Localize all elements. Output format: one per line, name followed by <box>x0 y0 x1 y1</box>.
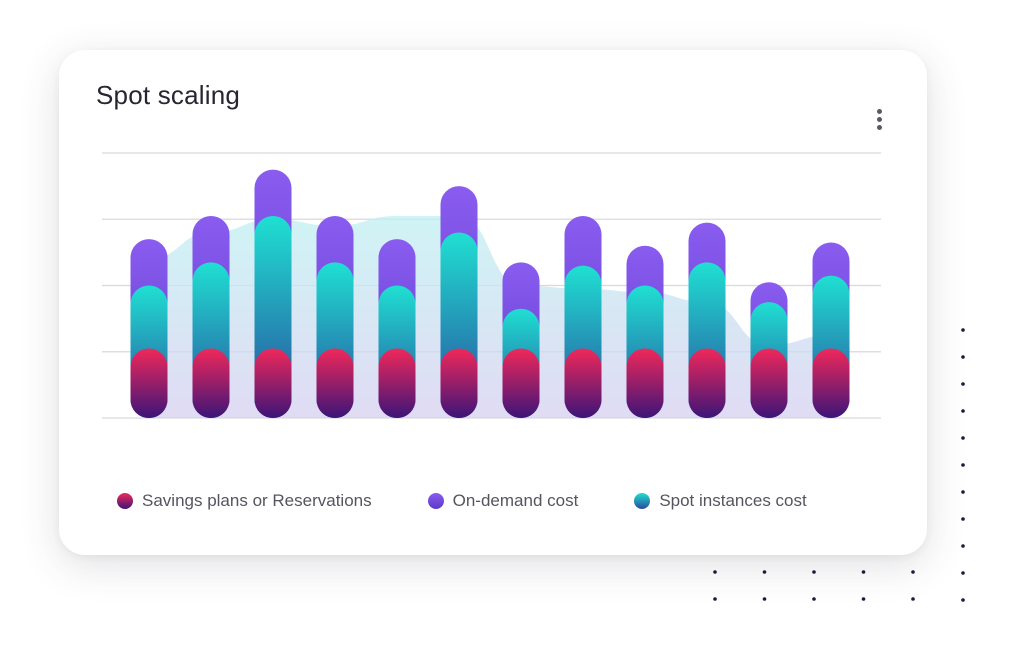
bar-savings <box>688 348 726 418</box>
bar-group <box>254 169 292 418</box>
card-title: Spot scaling <box>96 80 241 110</box>
bar-group <box>688 222 726 418</box>
bar-savings <box>316 348 354 418</box>
bar-savings <box>502 348 540 418</box>
bar-group <box>130 239 168 418</box>
bar-savings <box>130 348 168 418</box>
decorative-dot <box>961 382 965 386</box>
bar-savings <box>812 348 850 418</box>
decorative-dot <box>911 597 915 601</box>
bar-group <box>750 282 788 418</box>
decorative-dot <box>861 570 866 574</box>
bar-group <box>812 242 850 418</box>
legend-label-savings: Savings plans or Reservations <box>142 491 372 510</box>
decorative-dot <box>812 570 816 574</box>
decorative-dot <box>961 517 965 521</box>
decorative-dot <box>961 571 965 575</box>
bar-savings <box>254 348 292 418</box>
bar-group <box>626 245 664 418</box>
decorative-dot <box>911 570 915 574</box>
decorative-dot <box>861 597 866 601</box>
bar-savings <box>564 348 602 418</box>
legend-label-spot: Spot instances cost <box>659 491 807 510</box>
decorative-dot <box>961 436 965 440</box>
legend-label-ondemand: On-demand cost <box>452 491 579 510</box>
decorative-dot <box>961 463 965 467</box>
decorative-dot <box>961 544 965 548</box>
bar-group <box>564 215 602 418</box>
bar-savings <box>750 348 788 418</box>
bar-savings <box>192 348 230 418</box>
bar-group <box>502 262 540 418</box>
bar-group <box>316 215 354 418</box>
more-vertical-icon[interactable] <box>867 103 891 135</box>
legend-swatch-ondemand <box>427 493 444 509</box>
background-area <box>149 215 831 418</box>
decorative-dot <box>961 409 965 413</box>
legend-item-ondemand: On-demand cost <box>427 491 579 511</box>
decorative-dot <box>961 490 965 494</box>
bar-savings <box>440 348 478 418</box>
legend-swatch-savings <box>117 493 133 509</box>
decorative-dot <box>762 570 767 574</box>
decorative-dot <box>713 597 717 601</box>
decorative-dot <box>961 355 965 359</box>
bar-savings <box>378 348 416 418</box>
decorative-dot <box>961 328 965 332</box>
legend-swatch-spot <box>634 493 651 509</box>
bar-group <box>440 186 478 418</box>
decorative-dot <box>961 598 965 602</box>
legend-item-savings: Savings plans or Reservations <box>117 491 372 511</box>
bar-savings <box>626 348 664 418</box>
decorative-dot <box>762 597 767 601</box>
legend-item-spot: Spot instances cost <box>634 491 807 511</box>
chart-legend: Savings plans or Reservations On-demand … <box>117 488 877 514</box>
decorative-dot <box>713 570 717 574</box>
decorative-dot <box>812 597 816 601</box>
spot-scaling-card: Spot scaling Savings plans or Reservatio… <box>59 50 927 555</box>
stacked-bar-chart <box>102 152 881 419</box>
bar-group <box>192 215 230 418</box>
bar-group <box>378 239 416 418</box>
